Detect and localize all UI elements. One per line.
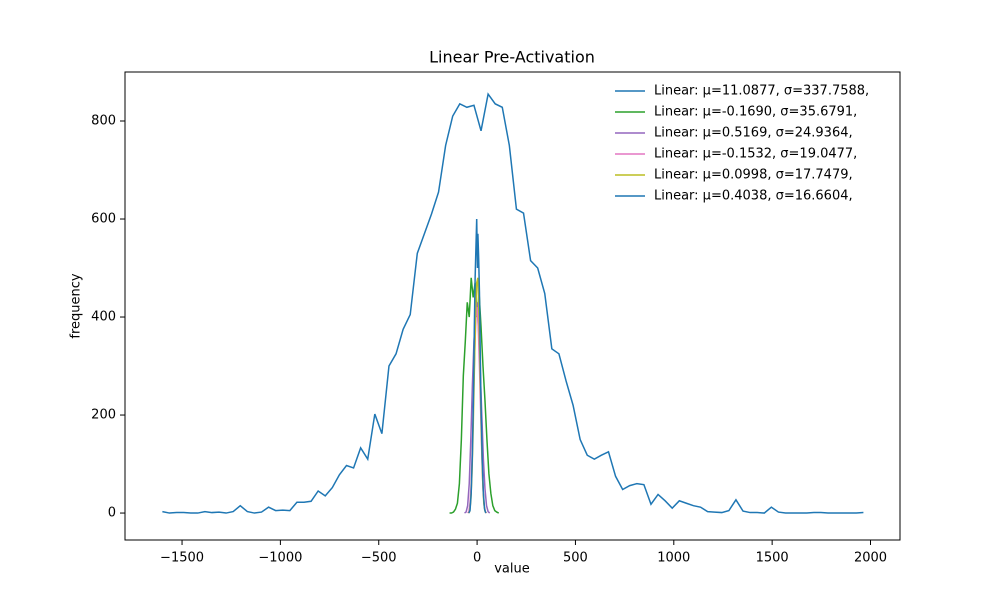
chart-title: Linear Pre-Activation [429,48,595,67]
series-line [468,218,487,514]
legend-label: Linear: μ=0.0998, σ=17.7479, [654,168,853,183]
legend-label: Linear: μ=-0.1532, σ=19.0477, [654,147,857,162]
x-tick-label: −1000 [258,551,302,566]
x-tick-label: 0 [473,551,481,566]
y-tick-label: 400 [91,310,116,325]
series-line [449,277,500,514]
y-axis-label: frequency [69,273,84,339]
legend-label: Linear: μ=-0.1690, σ=35.6791, [654,105,857,120]
x-tick-label: 1000 [657,551,690,566]
x-tick-label: 2000 [854,551,887,566]
series-line [464,302,491,514]
x-tick-label: −500 [361,551,397,566]
y-tick-label: 200 [91,408,116,423]
x-axis-label: value [494,562,530,577]
legend-label: Linear: μ=11.0877, σ=337.7588, [654,84,869,99]
plot-frame [124,71,901,541]
legend-label: Linear: μ=0.4038, σ=16.6604, [654,189,853,204]
series-line [162,92,864,514]
x-tick-label: 1500 [756,551,789,566]
y-tick-label: 0 [108,506,116,521]
x-tick-label: 500 [563,551,588,566]
y-tick-label: 600 [91,212,116,227]
x-tick-label: −1500 [160,551,204,566]
y-tick-label: 800 [91,114,116,129]
legend-label: Linear: μ=0.5169, σ=24.9364, [654,126,853,141]
